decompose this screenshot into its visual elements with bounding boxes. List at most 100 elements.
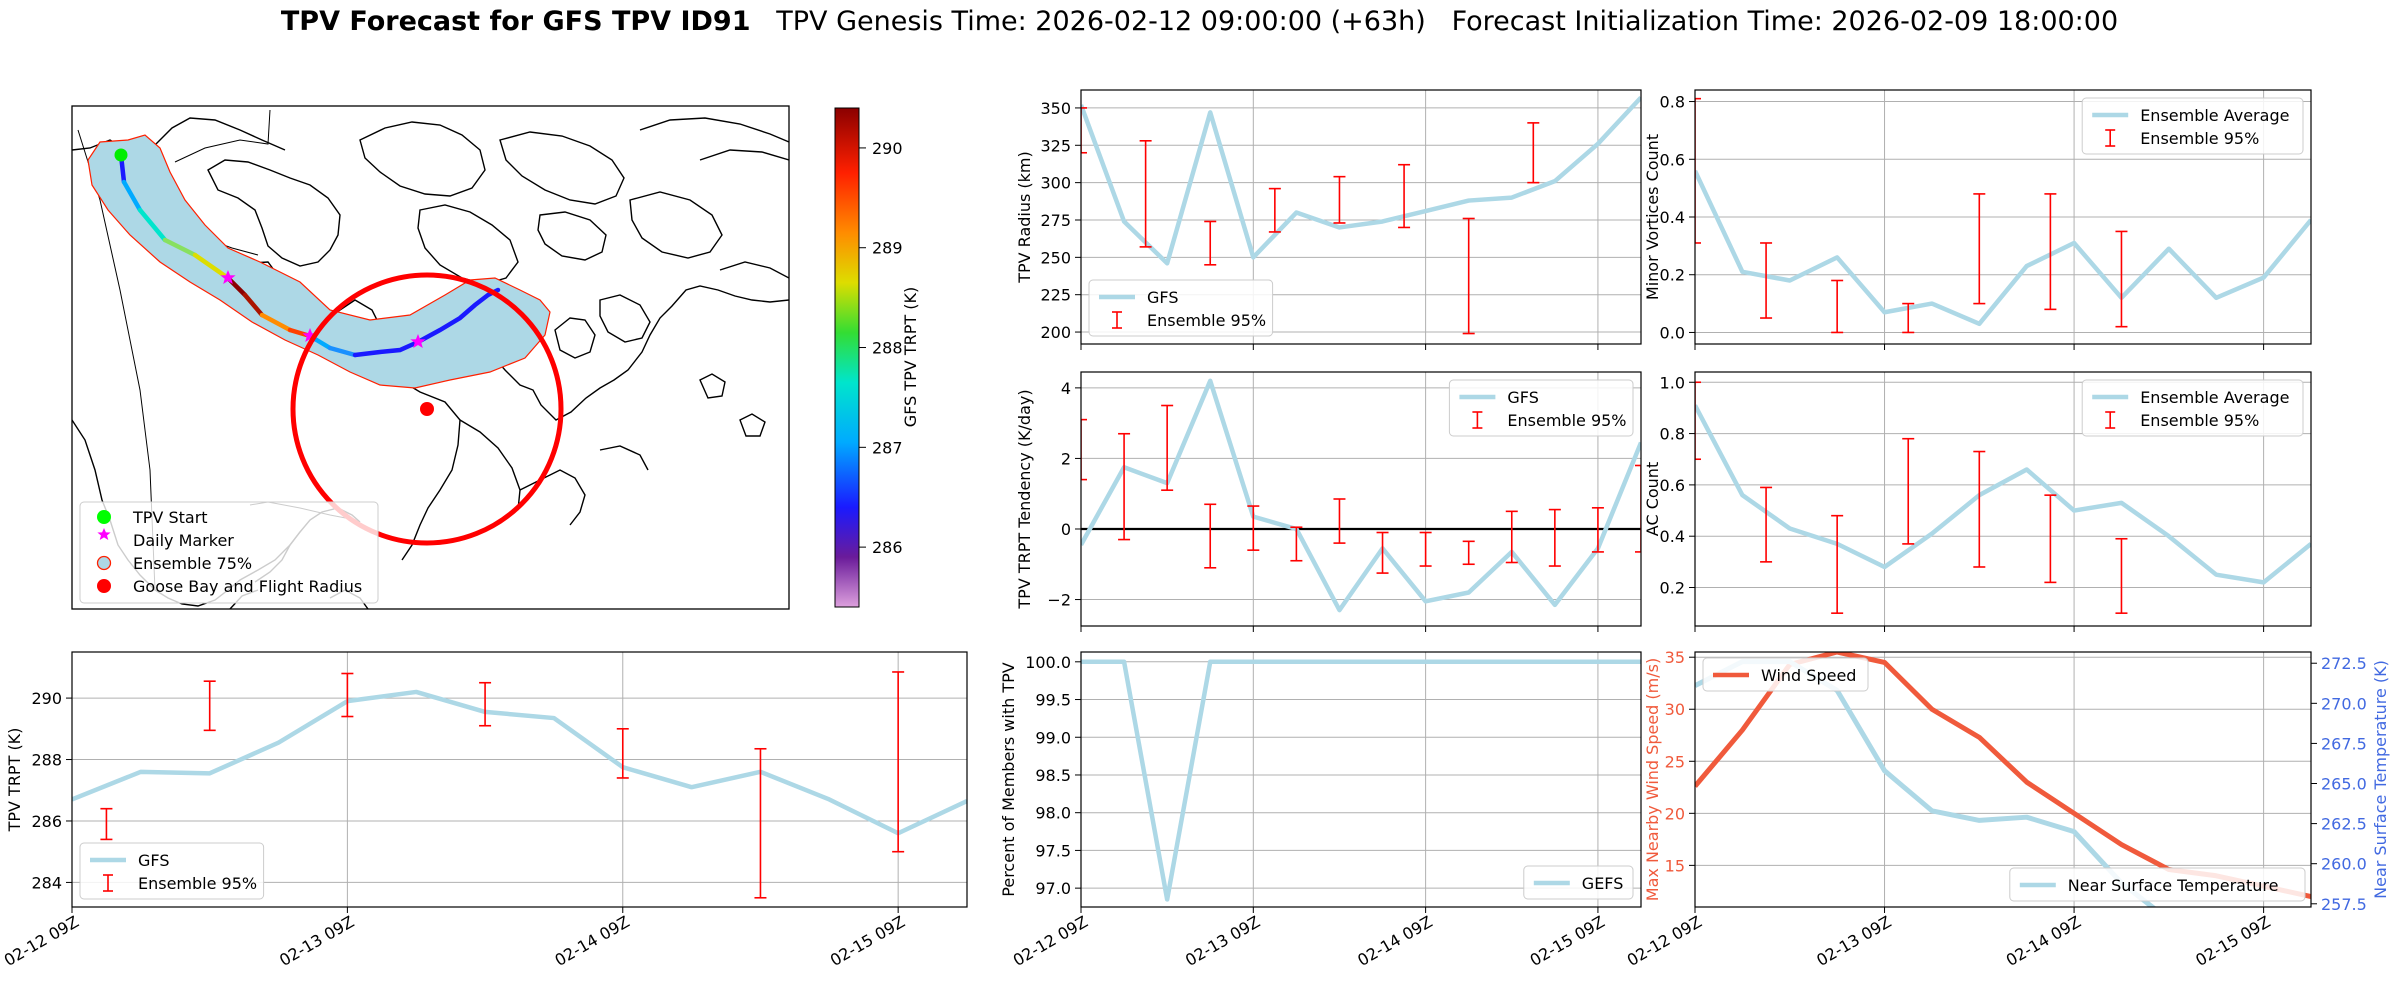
legend-item: Goose Bay and Flight Radius <box>133 577 362 596</box>
plot-area <box>1081 378 1641 613</box>
y-tick-label: 0.6 <box>1660 476 1685 495</box>
y-tick-label: 0.2 <box>1660 266 1685 285</box>
y-tick-label: 25 <box>1665 752 1685 771</box>
legend-frame <box>1088 279 1274 337</box>
y-axis-label: TPV Radius (km) <box>1015 151 1034 284</box>
title-genesis: TPV Genesis Time: 2026-02-12 09:00:00 (+… <box>776 6 1426 37</box>
y-tick-label: 99.5 <box>1035 691 1071 710</box>
x-tick-label: 02-12 09Z <box>1010 912 1091 970</box>
colorbar-tick-label: 288 <box>872 339 903 358</box>
chart-members: 97.0 97.5 98.0 98.5 99.0 99.5 100.0 02-12 09Z 02… <box>999 651 1642 970</box>
series-line-near-surface-temperature <box>1695 659 2157 907</box>
y-axis-label: TPV TRPT (K) <box>5 728 24 833</box>
legend-label: Ensemble 95% <box>1507 411 1626 430</box>
x-tick-label: 02-14 09Z <box>1354 912 1435 970</box>
legend-label: GFS <box>1507 388 1538 407</box>
daily-markers <box>220 270 426 348</box>
legend-item: TPV Start <box>132 508 208 527</box>
y-tick-label: 97.5 <box>1035 841 1071 860</box>
page-title: TPV Forecast for GFS TPV ID91 TPV Genesi… <box>0 6 2399 37</box>
axes-frame <box>71 651 968 908</box>
y-tick-label: 0 <box>1061 520 1071 539</box>
legend: Ensemble Average Ensemble 95% <box>2081 97 2304 155</box>
legend-label: Ensemble 95% <box>2140 411 2259 430</box>
y-tick-label: 325 <box>1040 136 1071 155</box>
legend-label: Ensemble Average <box>2140 388 2289 407</box>
y-tick-label: 0.6 <box>1660 150 1685 169</box>
legend: GFS Ensemble 95% <box>79 842 265 900</box>
y2-tick-label: 270.0 <box>2321 694 2367 713</box>
plot-area <box>1695 97 2311 334</box>
x-tick-label: 02-15 09Z <box>1527 912 1608 970</box>
legend-daily-marker-icon <box>97 528 111 540</box>
y-tick-label: 288 <box>31 751 62 770</box>
legend: GFS Ensemble 95% <box>1448 379 1634 437</box>
legend-label: Ensemble 95% <box>1147 311 1266 330</box>
map-panel: TPV Start Daily Marker Ensemble 75% Goos… <box>71 105 920 610</box>
x-tick-label: 02-13 09Z <box>1813 912 1894 970</box>
legend: Wind Speed <box>1702 657 1869 692</box>
x-tick-label: 02-15 09Z <box>2192 912 2273 970</box>
x-tick-label: 02-13 09Z <box>276 912 357 970</box>
y-tick-label: 0.0 <box>1660 323 1685 342</box>
legend-frame <box>79 842 265 900</box>
y2-tick-label: 272.5 <box>2321 654 2367 673</box>
legend-label: Near Surface Temperature <box>2068 876 2279 895</box>
legend: GEFS <box>1523 865 1634 900</box>
y-tick-label: 98.5 <box>1035 766 1071 785</box>
series-line <box>1081 95 1641 266</box>
legend-frame <box>2081 379 2304 437</box>
chart-wind_temp: 15 20 25 30 35 02-12 09Z 02-13 09Z 02-14 09Z 02-… <box>1624 648 2390 970</box>
y2-tick-label: 265.0 <box>2321 775 2367 794</box>
axes-frame <box>1694 89 2312 345</box>
plot-area <box>1081 95 1641 335</box>
chart-tendency: −2 0 2 4 TPV TRPT Tendency (K/day) GFS Ensembl… <box>1015 371 1642 632</box>
x-tick-label: 02-15 09Z <box>827 912 908 970</box>
axes-frame <box>1080 89 1642 345</box>
y-tick-label: 100.0 <box>1025 653 1071 672</box>
series-line <box>1081 378 1641 613</box>
y-tick-label: 35 <box>1665 648 1685 667</box>
legend-label: Ensemble Average <box>2140 106 2289 125</box>
y-tick-label: 0.8 <box>1660 425 1685 444</box>
legend-tpv-start-icon <box>97 510 111 524</box>
y-tick-label: 275 <box>1040 211 1071 230</box>
y-tick-label: 350 <box>1040 99 1071 118</box>
axes-frame <box>1694 651 2312 908</box>
axes-frame <box>1080 371 1642 627</box>
legend-item: Daily Marker <box>133 531 234 550</box>
legend: Near Surface Temperature <box>2009 867 2306 902</box>
y-tick-label: 284 <box>31 873 62 892</box>
map-legend: TPV Start Daily Marker Ensemble 75% Goos… <box>79 501 379 604</box>
y-tick-label: 99.0 <box>1035 728 1071 747</box>
y-tick-label: 15 <box>1665 856 1685 875</box>
plot-area <box>72 671 967 899</box>
series-line <box>72 689 967 836</box>
y-tick-label: 0.4 <box>1660 527 1685 546</box>
legend-frame <box>1702 657 1869 692</box>
y-tick-label: 290 <box>31 689 62 708</box>
y2-tick-label: 267.5 <box>2321 734 2367 753</box>
legend: GFS Ensemble 95% <box>1088 279 1274 337</box>
y-tick-label: 0.4 <box>1660 208 1685 227</box>
colorbar-tick-label: 287 <box>872 438 903 457</box>
plot-area <box>1081 659 1641 902</box>
chart-trpt: 284 286 288 290 02-12 09Z 02-13 09Z 02-14 09Z 0… <box>1 651 968 970</box>
y-axis-label: Max Nearby Wind Speed (m/s) <box>1643 658 1662 901</box>
legend-ensemble-icon <box>96 555 112 571</box>
map-frame <box>71 105 790 610</box>
y-tick-label: 0.2 <box>1660 579 1685 598</box>
legend-frame <box>1448 379 1634 437</box>
goose-bay-marker <box>420 402 434 416</box>
y-tick-label: 98.0 <box>1035 804 1071 823</box>
title-init: Forecast Initialization Time: 2026-02-09… <box>1451 6 2119 37</box>
legend-label: GEFS <box>1582 874 1624 893</box>
legend-label: GFS <box>1147 288 1178 307</box>
legend-label: GFS <box>138 851 169 870</box>
y-axis-label: TPV TRPT Tendency (K/day) <box>1015 389 1034 609</box>
x-tick-label: 02-12 09Z <box>1 912 82 970</box>
colorbar-tick-label: 286 <box>872 538 903 557</box>
y-tick-label: 2 <box>1061 449 1071 468</box>
y-tick-label: 250 <box>1040 248 1071 267</box>
